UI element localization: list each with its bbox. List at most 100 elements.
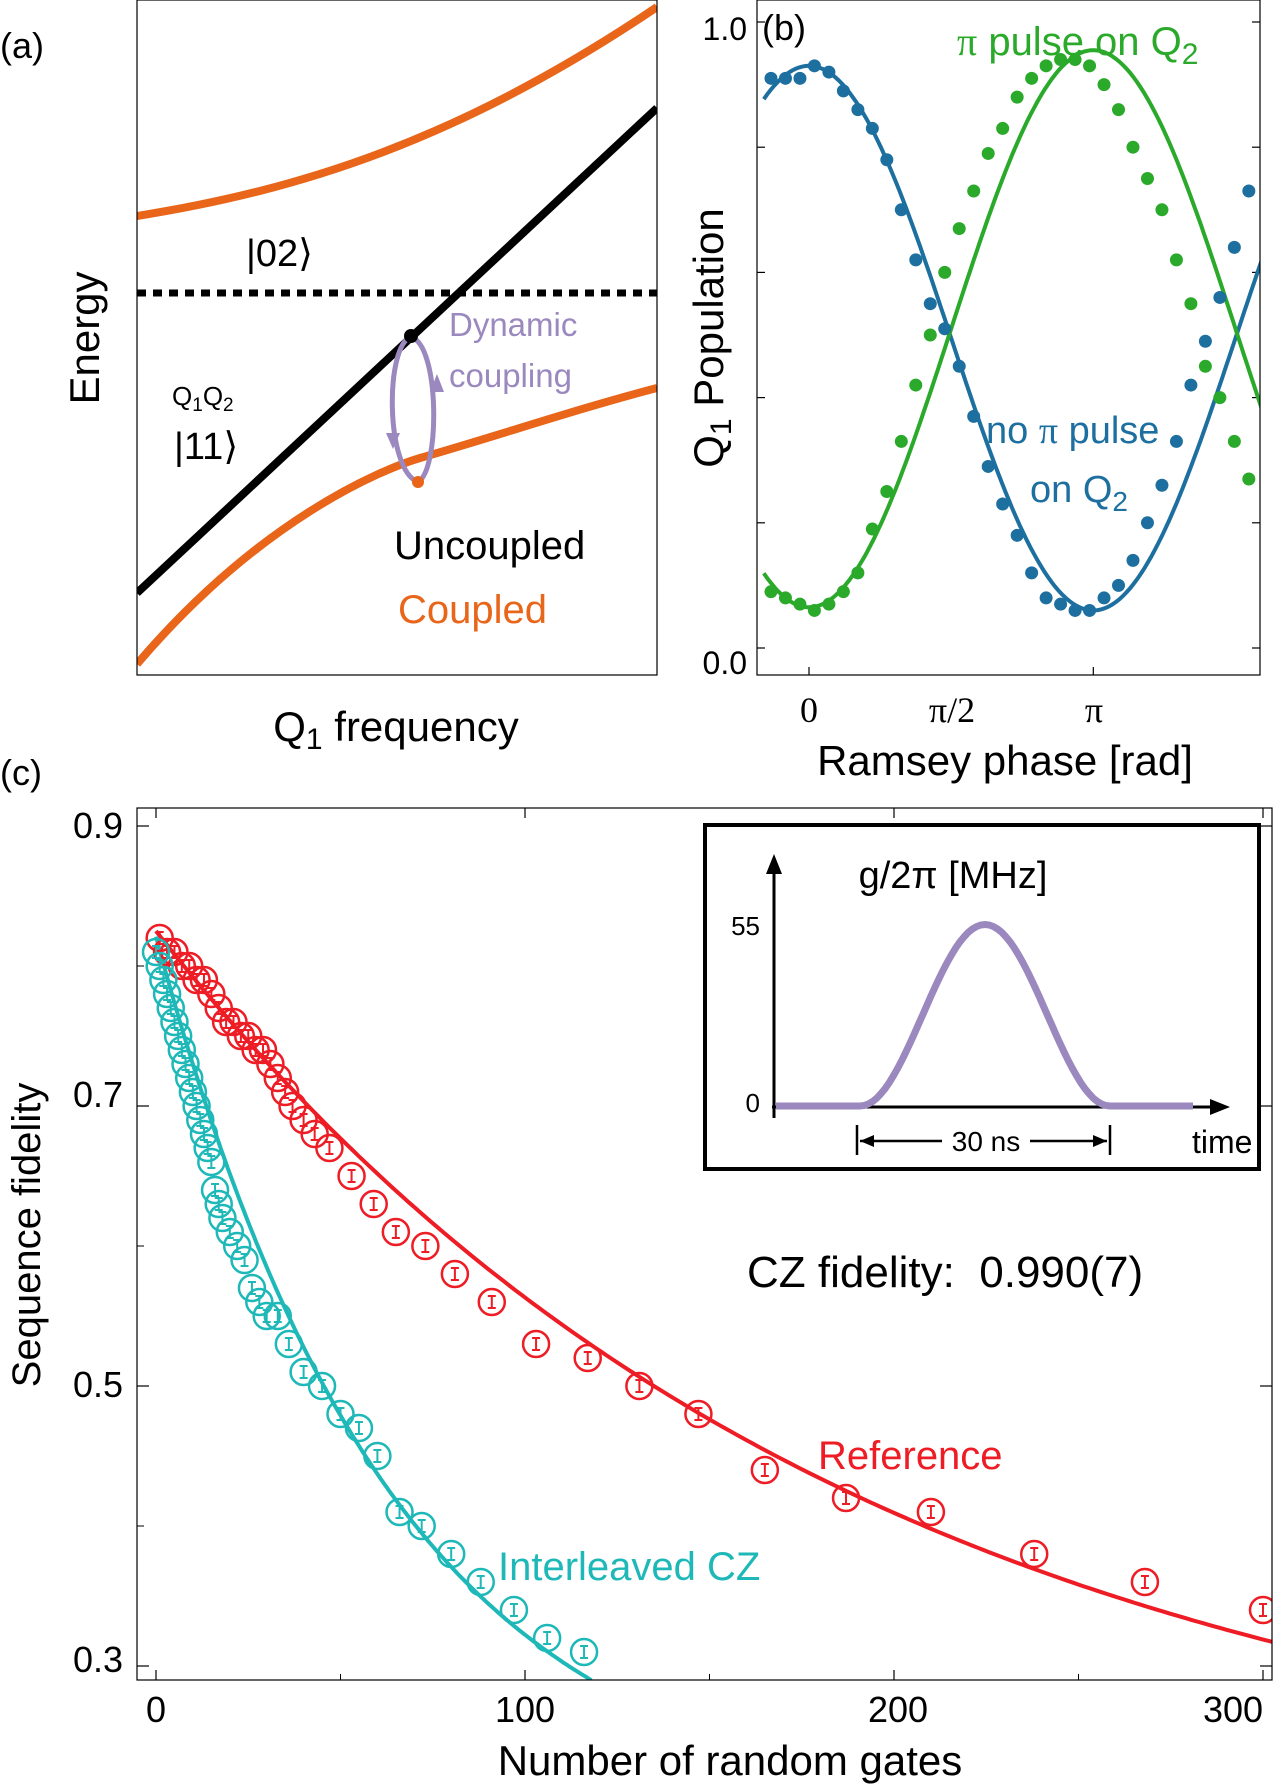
inset-ytick-0: 0: [746, 1088, 760, 1118]
no-pi-pulse-point: [894, 203, 908, 217]
panel-c-ylabel: Sequence fidelity: [5, 1083, 49, 1388]
pi-pulse-point: [836, 585, 850, 599]
interleaved-point: [167, 1035, 197, 1065]
interleaved-point: [208, 1203, 237, 1233]
interleaved-point: [263, 1301, 293, 1331]
interleaved-point: [252, 1301, 281, 1331]
interleaved-point: [222, 1231, 252, 1261]
panel-c-ytick-0p5: 0.5: [73, 1364, 123, 1405]
inset-title: g/2π [MHz]: [859, 855, 1048, 897]
interleaved-points: [141, 937, 599, 1667]
pi-pulse-point: [981, 146, 995, 160]
pi-pulse-point: [1097, 78, 1111, 92]
state-11-label: |11⟩: [174, 426, 238, 468]
interleaved-point: [160, 1007, 189, 1037]
panel-a-xlabel: Q1 frequency: [273, 703, 518, 756]
panel-c-xtick-200: 200: [868, 1689, 928, 1730]
no-pi-pulse-point: [865, 121, 879, 135]
interleaved-point: [326, 1399, 355, 1429]
dynamic-coupling-arrow-up-icon: [430, 374, 444, 392]
no-pi-pulse-point: [1039, 591, 1053, 605]
pi-pulse-point: [1198, 359, 1212, 373]
pi-pulse-point: [778, 591, 792, 605]
no-pi-pulse-point: [1198, 334, 1212, 348]
no-pi-pulse-points: [764, 59, 1256, 617]
reference-point: [189, 965, 219, 995]
pi-pulse-point: [1184, 297, 1198, 311]
no-pi-pulse-point: [909, 253, 923, 267]
pi-pulse-point: [1242, 472, 1256, 486]
pi-pulse-point: [880, 485, 894, 498]
no-pi-pulse-point: [778, 71, 792, 85]
reference-point: [440, 1259, 470, 1289]
panel-c-ytick-0p7: 0.7: [73, 1074, 123, 1115]
reference-point: [381, 1217, 411, 1247]
inset-frame: [703, 823, 1261, 1171]
no-pi-pulse-point: [1083, 603, 1097, 617]
pi-pulse-points: [764, 53, 1256, 617]
coupled-lower-curve: [137, 384, 657, 667]
reference-point: [411, 1231, 440, 1261]
panel-b: (b) 1.0 0.0 0 π/2 π π pulse on Q2 no π p…: [685, 0, 1261, 784]
interleaved-label: Interleaved CZ: [498, 1545, 760, 1589]
no-pi-pulse-point: [1140, 516, 1154, 530]
no-pi-pulse-point: [822, 65, 836, 79]
panel-a: (a) |02⟩ Q1Q2 |11⟩ Dynamic coupling Unco…: [0, 0, 658, 756]
panel-a-plot-area: [137, 3, 657, 667]
q1q2-label: Q1Q2: [172, 381, 234, 416]
no-pi-pulse-point: [807, 59, 821, 73]
interleaved-point: [532, 1623, 562, 1653]
interleaved-point: [149, 965, 178, 995]
inset-pulse-curve: [776, 920, 1193, 1110]
no-pi-pulse-point: [981, 459, 995, 473]
dynamic-coupling-label-2: coupling: [449, 357, 572, 394]
cz-fidelity-annotation: CZ fidelity: 0.990(7): [747, 1248, 1143, 1297]
pi-pulse-point: [996, 121, 1010, 135]
panel-c-ticks: [137, 808, 1272, 1680]
no-pi-pulse-point: [836, 84, 850, 98]
reference-label: Reference: [818, 1434, 1003, 1478]
interleaved-point: [385, 1497, 414, 1527]
interleaved-point: [182, 1091, 211, 1121]
interleaved-point: [163, 1021, 193, 1051]
no-pi-pulse-fit-line: [762, 63, 1260, 613]
interleaved-point: [152, 979, 182, 1009]
duration-arrow-left-icon: [860, 1135, 874, 1147]
interleaved-point: [407, 1511, 436, 1541]
panel-b-ticks: [757, 21, 1260, 675]
reference-point: [256, 1049, 285, 1079]
panel-c-xtick-300: 300: [1203, 1689, 1263, 1730]
reference-point: [337, 1161, 366, 1191]
pi-pulse-fit-line: [762, 48, 1260, 610]
interleaved-point: [436, 1539, 466, 1569]
pi-pulse-point: [865, 522, 879, 536]
pi-pulse-point: [1054, 53, 1068, 67]
interleaved-point: [189, 1119, 219, 1149]
inset-x-axis-arrow-icon: [1210, 1099, 1230, 1115]
reference-point: [684, 1399, 713, 1429]
reference-fit-line: [154, 929, 1272, 1644]
panel-b-xtick-0: 0: [800, 690, 818, 730]
pi-pulse-point: [967, 184, 981, 198]
pi-pulse-point: [1112, 103, 1126, 117]
reference-point: [270, 1077, 300, 1107]
interleaved-point: [289, 1357, 318, 1387]
interleaved-point: [466, 1567, 495, 1597]
panel-c-tag: (c): [0, 752, 42, 793]
no-pi-pulse-point: [1025, 566, 1039, 580]
legend-uncoupled: Uncoupled: [394, 524, 585, 568]
pi-pulse-point: [1213, 391, 1227, 405]
panel-a-tag: (a): [0, 25, 44, 66]
interleaved-point: [197, 1147, 226, 1177]
no-pi-pulse-point: [1054, 597, 1068, 611]
reference-point: [359, 1189, 388, 1219]
no-pi-pulse-point: [793, 71, 807, 85]
interleaved-point: [156, 993, 186, 1023]
panel-c-frame: [136, 807, 1273, 1681]
no-pi-pulse-point: [1010, 528, 1024, 542]
no-pi-pulse-point: [851, 103, 865, 117]
duration-arrow-right-icon: [1093, 1135, 1107, 1147]
pi-pulse-point: [894, 434, 908, 448]
pi-pulse-point: [793, 597, 807, 611]
panel-c-xtick-0: 0: [146, 1689, 166, 1730]
